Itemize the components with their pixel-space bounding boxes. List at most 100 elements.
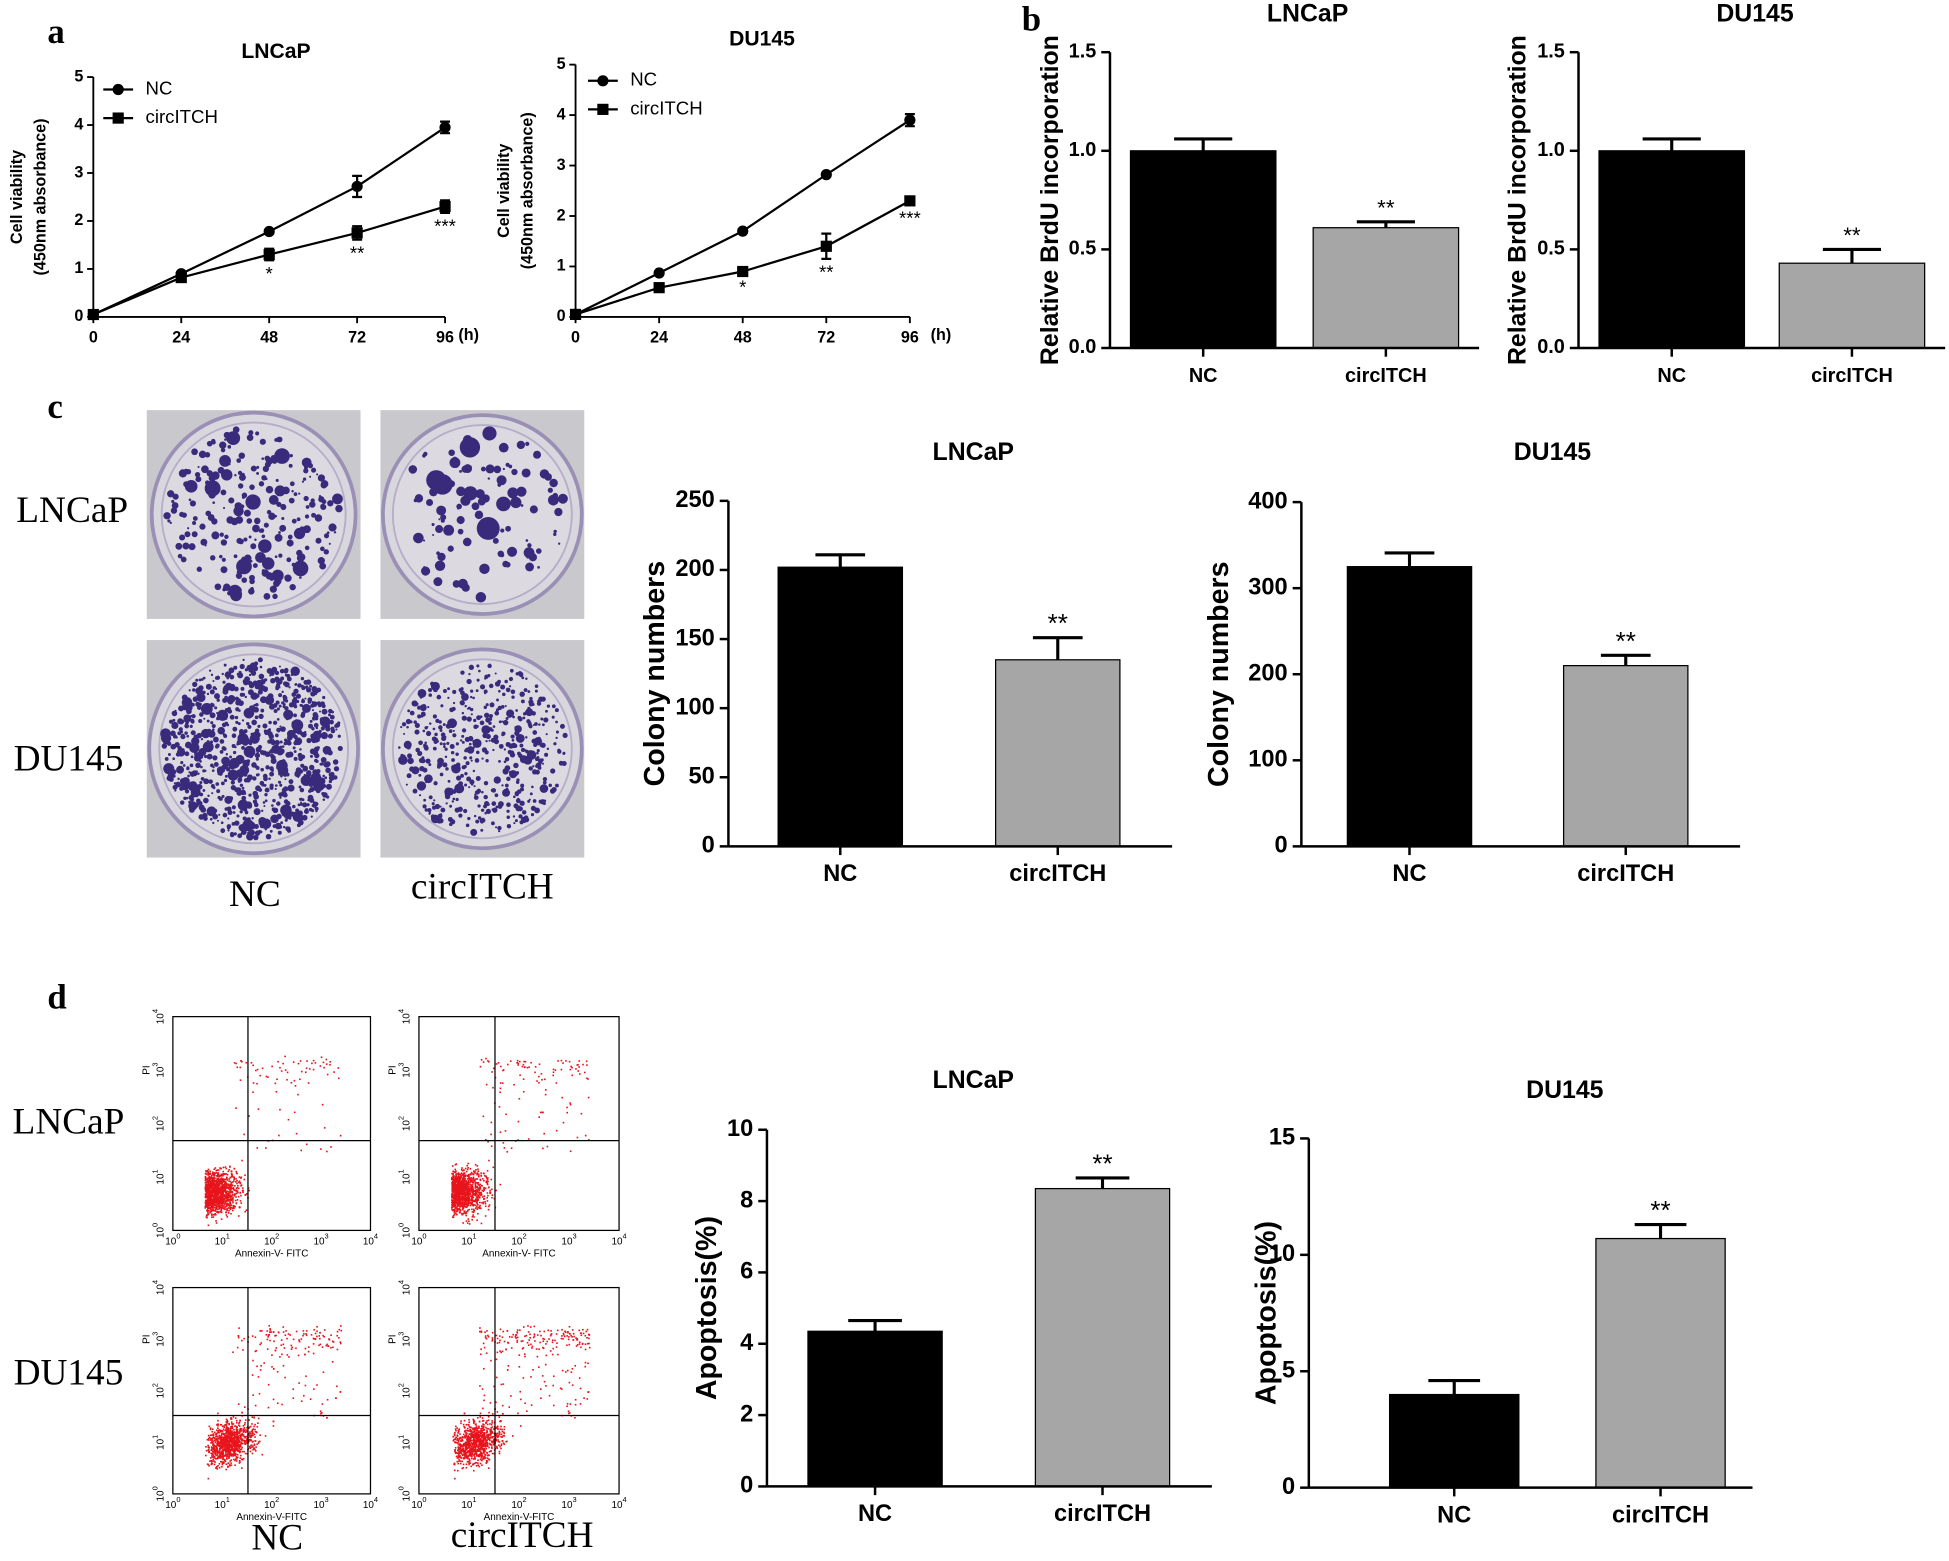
colony bbox=[183, 764, 186, 767]
flow-event bbox=[519, 1074, 521, 1076]
flow-event bbox=[581, 1113, 583, 1115]
flow-event bbox=[241, 1340, 243, 1342]
colony bbox=[192, 688, 195, 691]
colony bbox=[466, 679, 471, 684]
colony bbox=[206, 684, 212, 690]
colony bbox=[554, 508, 562, 516]
colony bbox=[495, 681, 500, 686]
tick-base: 10 bbox=[165, 1236, 177, 1247]
flow-plot: 100100101101102102103103104104Annexin-V-… bbox=[141, 1280, 378, 1523]
flow-event bbox=[459, 1212, 461, 1214]
colony bbox=[422, 730, 425, 733]
flow-event bbox=[233, 1168, 235, 1170]
colony bbox=[271, 758, 277, 764]
flow-event bbox=[254, 1429, 256, 1431]
colony bbox=[505, 526, 511, 532]
colony bbox=[240, 504, 244, 508]
colony bbox=[414, 702, 419, 707]
flow-event bbox=[464, 1183, 466, 1185]
flow-event bbox=[234, 1460, 236, 1462]
flow-event bbox=[205, 1176, 207, 1178]
flow-event bbox=[214, 1213, 216, 1215]
colony bbox=[493, 735, 498, 740]
flow-event bbox=[206, 1185, 208, 1187]
colony bbox=[302, 698, 304, 700]
colony bbox=[491, 808, 493, 810]
flow-event bbox=[213, 1214, 215, 1216]
flow-event bbox=[517, 1063, 519, 1065]
colony bbox=[484, 675, 488, 679]
colony bbox=[546, 733, 548, 735]
colony bbox=[449, 792, 453, 796]
colony bbox=[547, 748, 549, 750]
colony bbox=[232, 733, 237, 738]
colony bbox=[458, 807, 463, 812]
colony bbox=[212, 755, 217, 760]
colony bbox=[294, 671, 296, 673]
colony bbox=[235, 697, 239, 701]
colony bbox=[275, 823, 282, 830]
colony bbox=[531, 711, 536, 716]
colony bbox=[477, 517, 500, 540]
colony bbox=[491, 789, 495, 793]
colony bbox=[260, 768, 264, 772]
flow-event bbox=[327, 1074, 329, 1076]
colony bbox=[276, 701, 280, 705]
flow-event bbox=[226, 1204, 228, 1206]
colony bbox=[186, 735, 189, 738]
flow-event bbox=[481, 1059, 483, 1061]
colony bbox=[440, 704, 443, 707]
colony bbox=[279, 705, 282, 708]
flow-event bbox=[480, 1066, 482, 1068]
colony bbox=[476, 751, 480, 755]
flow-event bbox=[451, 1193, 453, 1195]
flow-event bbox=[489, 1204, 491, 1206]
flow-event bbox=[459, 1209, 461, 1211]
colony bbox=[328, 713, 331, 716]
flow-event bbox=[224, 1173, 226, 1175]
flow-event bbox=[230, 1208, 232, 1210]
colony bbox=[250, 560, 253, 563]
flow-event bbox=[500, 1082, 502, 1084]
flow-event bbox=[262, 1068, 264, 1070]
flow-event bbox=[566, 1107, 568, 1109]
colony bbox=[421, 566, 430, 575]
colony bbox=[184, 731, 187, 734]
flow-event bbox=[333, 1071, 335, 1073]
colony bbox=[290, 731, 296, 737]
colony bbox=[560, 724, 565, 729]
tick-exponent: 4 bbox=[397, 1009, 406, 1013]
flow-event bbox=[220, 1168, 222, 1170]
colony bbox=[337, 721, 340, 724]
flow-event bbox=[477, 1165, 479, 1167]
colony bbox=[249, 484, 255, 490]
flow-event bbox=[238, 1327, 240, 1329]
colony bbox=[281, 517, 284, 520]
flow-event bbox=[466, 1220, 468, 1222]
colony bbox=[279, 460, 281, 462]
colony bbox=[212, 680, 214, 682]
colony bbox=[170, 522, 172, 524]
colony bbox=[463, 756, 467, 760]
colony bbox=[504, 748, 506, 750]
flow-event bbox=[473, 1194, 475, 1196]
colony bbox=[537, 701, 541, 705]
flow-event bbox=[212, 1459, 214, 1461]
colony bbox=[530, 505, 538, 513]
flow-event bbox=[224, 1191, 226, 1193]
colony bbox=[212, 769, 215, 772]
colony bbox=[288, 686, 290, 688]
flow-event bbox=[452, 1197, 454, 1199]
colony bbox=[443, 745, 446, 748]
colony bbox=[226, 473, 232, 479]
colony bbox=[293, 561, 309, 577]
colony bbox=[306, 505, 310, 509]
colony bbox=[509, 685, 511, 687]
colony bbox=[233, 751, 236, 754]
colony bbox=[475, 790, 479, 794]
colony bbox=[526, 539, 529, 542]
flow-event bbox=[477, 1213, 479, 1215]
colony bbox=[269, 766, 274, 771]
colony bbox=[496, 497, 511, 512]
colony bbox=[417, 751, 422, 756]
